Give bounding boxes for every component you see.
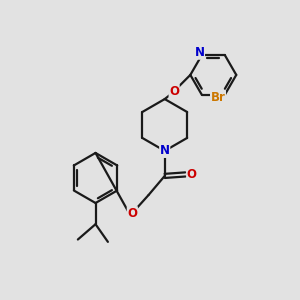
Text: O: O: [187, 168, 197, 181]
Text: N: N: [194, 46, 205, 59]
Text: O: O: [127, 207, 137, 220]
Text: N: N: [160, 144, 170, 158]
Text: Br: Br: [211, 91, 226, 104]
Text: O: O: [169, 85, 179, 98]
